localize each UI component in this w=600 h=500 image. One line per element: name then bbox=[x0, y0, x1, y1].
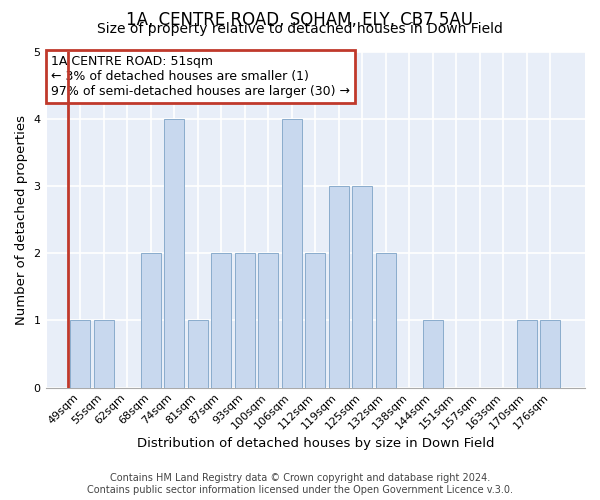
Text: 1A, CENTRE ROAD, SOHAM, ELY, CB7 5AU: 1A, CENTRE ROAD, SOHAM, ELY, CB7 5AU bbox=[127, 11, 473, 29]
Bar bbox=[329, 186, 349, 388]
Bar bbox=[541, 320, 560, 388]
Bar bbox=[282, 118, 302, 388]
Bar bbox=[305, 253, 325, 388]
Bar bbox=[517, 320, 537, 388]
Text: Contains HM Land Registry data © Crown copyright and database right 2024.
Contai: Contains HM Land Registry data © Crown c… bbox=[87, 474, 513, 495]
Bar bbox=[211, 253, 231, 388]
Bar bbox=[376, 253, 396, 388]
Bar bbox=[258, 253, 278, 388]
Bar bbox=[352, 186, 373, 388]
Text: 1A CENTRE ROAD: 51sqm
← 3% of detached houses are smaller (1)
97% of semi-detach: 1A CENTRE ROAD: 51sqm ← 3% of detached h… bbox=[51, 55, 350, 98]
Bar bbox=[235, 253, 255, 388]
Bar bbox=[423, 320, 443, 388]
X-axis label: Distribution of detached houses by size in Down Field: Distribution of detached houses by size … bbox=[137, 437, 494, 450]
Bar bbox=[140, 253, 161, 388]
Bar bbox=[188, 320, 208, 388]
Bar bbox=[70, 320, 90, 388]
Bar bbox=[94, 320, 113, 388]
Y-axis label: Number of detached properties: Number of detached properties bbox=[15, 114, 28, 324]
Bar bbox=[164, 118, 184, 388]
Text: Size of property relative to detached houses in Down Field: Size of property relative to detached ho… bbox=[97, 22, 503, 36]
